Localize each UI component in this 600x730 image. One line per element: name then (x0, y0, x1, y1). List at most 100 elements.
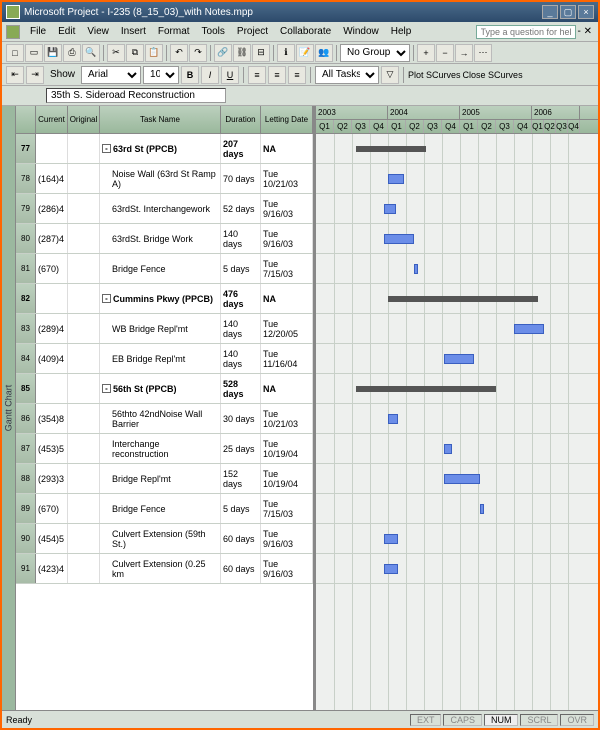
align-right-button[interactable]: ≡ (288, 66, 306, 84)
cell-current[interactable]: (409)4 (36, 344, 68, 373)
collapse-icon[interactable]: - (102, 144, 111, 153)
row-number[interactable]: 82 (16, 284, 36, 313)
row-number[interactable]: 83 (16, 314, 36, 343)
row-number[interactable]: 85 (16, 374, 36, 403)
indent-button[interactable]: ⇥ (26, 66, 44, 84)
cell-letting-date[interactable]: Tue 9/16/03 (261, 554, 313, 583)
task-bar[interactable] (388, 174, 404, 184)
gantt-row[interactable] (316, 434, 598, 464)
cell-original[interactable] (68, 284, 100, 313)
close-scurves-button[interactable]: Close SCurves (463, 70, 523, 80)
task-bar[interactable] (384, 234, 414, 244)
task-bar[interactable] (384, 204, 396, 214)
cell-current[interactable]: (423)4 (36, 554, 68, 583)
align-left-button[interactable]: ≡ (248, 66, 266, 84)
table-row[interactable]: 82-Cummins Pkwy (PPCB)476 daysNA (16, 284, 313, 314)
gantt-row[interactable] (316, 164, 598, 194)
cell-original[interactable] (68, 554, 100, 583)
group-filter-select[interactable]: No Group (340, 44, 410, 62)
new-button[interactable]: □ (6, 44, 24, 62)
cell-current[interactable]: (354)8 (36, 404, 68, 433)
cell-letting-date[interactable]: NA (261, 134, 313, 163)
menu-insert[interactable]: Insert (115, 24, 152, 39)
cell-task-name[interactable]: Bridge Fence (100, 254, 221, 283)
save-button[interactable]: 💾 (44, 44, 62, 62)
font-select[interactable]: Arial (81, 66, 141, 84)
paste-button[interactable]: 📋 (145, 44, 163, 62)
cell-task-name[interactable]: Culvert Extension (59th St.) (100, 524, 221, 553)
bold-button[interactable]: B (181, 66, 199, 84)
cell-duration[interactable]: 140 days (221, 314, 261, 343)
gantt-row[interactable] (316, 134, 598, 164)
row-number[interactable]: 84 (16, 344, 36, 373)
menu-format[interactable]: Format (152, 24, 196, 39)
col-task-name[interactable]: Task Name (100, 106, 221, 133)
autofilter-button[interactable]: ▽ (381, 66, 399, 84)
cell-original[interactable] (68, 254, 100, 283)
row-number[interactable]: 87 (16, 434, 36, 463)
col-original[interactable]: Original (68, 106, 100, 133)
col-current[interactable]: Current (36, 106, 68, 133)
cell-duration[interactable]: 60 days (221, 554, 261, 583)
print-button[interactable]: ⎙ (63, 44, 81, 62)
cell-letting-date[interactable]: Tue 10/19/04 (261, 464, 313, 493)
redo-button[interactable]: ↷ (189, 44, 207, 62)
cell-current[interactable] (36, 284, 68, 313)
row-number[interactable]: 80 (16, 224, 36, 253)
cell-letting-date[interactable]: Tue 10/21/03 (261, 404, 313, 433)
cell-letting-date[interactable]: NA (261, 374, 313, 403)
menu-tools[interactable]: Tools (196, 24, 231, 39)
table-row[interactable]: 89(670)Bridge Fence5 daysTue 7/15/03 (16, 494, 313, 524)
table-row[interactable]: 86(354)856thto 42ndNoise Wall Barrier30 … (16, 404, 313, 434)
cell-task-name[interactable]: EB Bridge Repl'mt (100, 344, 221, 373)
cell-duration[interactable]: 60 days (221, 524, 261, 553)
cell-original[interactable] (68, 224, 100, 253)
zoom-out-button[interactable]: − (436, 44, 454, 62)
cell-current[interactable]: (453)5 (36, 434, 68, 463)
table-row[interactable]: 88(293)3Bridge Repl'mt152 daysTue 10/19/… (16, 464, 313, 494)
cell-original[interactable] (68, 494, 100, 523)
row-number[interactable]: 81 (16, 254, 36, 283)
cell-task-name[interactable]: -Cummins Pkwy (PPCB) (100, 284, 221, 313)
table-row[interactable]: 79(286)463rdSt. Interchangework52 daysTu… (16, 194, 313, 224)
gantt-row[interactable] (316, 194, 598, 224)
task-bar[interactable] (444, 444, 452, 454)
fontsize-select[interactable]: 10 (143, 66, 179, 84)
cell-letting-date[interactable]: NA (261, 284, 313, 313)
gantt-row[interactable] (316, 464, 598, 494)
gantt-body[interactable] (316, 134, 598, 710)
cell-task-name[interactable]: -63rd St (PPCB) (100, 134, 221, 163)
cell-duration[interactable]: 70 days (221, 164, 261, 193)
misc-button[interactable]: ⋯ (474, 44, 492, 62)
cell-task-name[interactable]: Culvert Extension (0.25 km (100, 554, 221, 583)
gantt-row[interactable] (316, 314, 598, 344)
cell-letting-date[interactable]: Tue 7/15/03 (261, 254, 313, 283)
cell-duration[interactable]: 5 days (221, 494, 261, 523)
cell-original[interactable] (68, 164, 100, 193)
gantt-row[interactable] (316, 494, 598, 524)
cell-original[interactable] (68, 434, 100, 463)
help-input[interactable] (476, 25, 576, 39)
undo-button[interactable]: ↶ (170, 44, 188, 62)
cell-letting-date[interactable]: Tue 9/16/03 (261, 524, 313, 553)
close-button[interactable]: × (578, 5, 594, 19)
gantt-row[interactable] (316, 224, 598, 254)
cell-current[interactable]: (670) (36, 254, 68, 283)
menu-project[interactable]: Project (231, 24, 274, 39)
cell-duration[interactable]: 140 days (221, 224, 261, 253)
cell-original[interactable] (68, 464, 100, 493)
cell-letting-date[interactable]: Tue 11/16/04 (261, 344, 313, 373)
task-bar[interactable] (444, 474, 480, 484)
table-row[interactable]: 78(164)4Noise Wall (63rd St Ramp A)70 da… (16, 164, 313, 194)
row-number[interactable]: 86 (16, 404, 36, 433)
summary-bar[interactable] (388, 296, 538, 302)
table-row[interactable]: 83(289)4WB Bridge Repl'mt140 daysTue 12/… (16, 314, 313, 344)
gantt-row[interactable] (316, 554, 598, 584)
cell-letting-date[interactable]: Tue 7/15/03 (261, 494, 313, 523)
cell-original[interactable] (68, 194, 100, 223)
cell-duration[interactable]: 207 days (221, 134, 261, 163)
gantt-row[interactable] (316, 284, 598, 314)
cell-entry-field[interactable]: 35th S. Sideroad Reconstruction (46, 88, 226, 103)
col-letting-date[interactable]: Letting Date (261, 106, 313, 133)
cell-task-name[interactable]: 63rdSt. Interchangework (100, 194, 221, 223)
